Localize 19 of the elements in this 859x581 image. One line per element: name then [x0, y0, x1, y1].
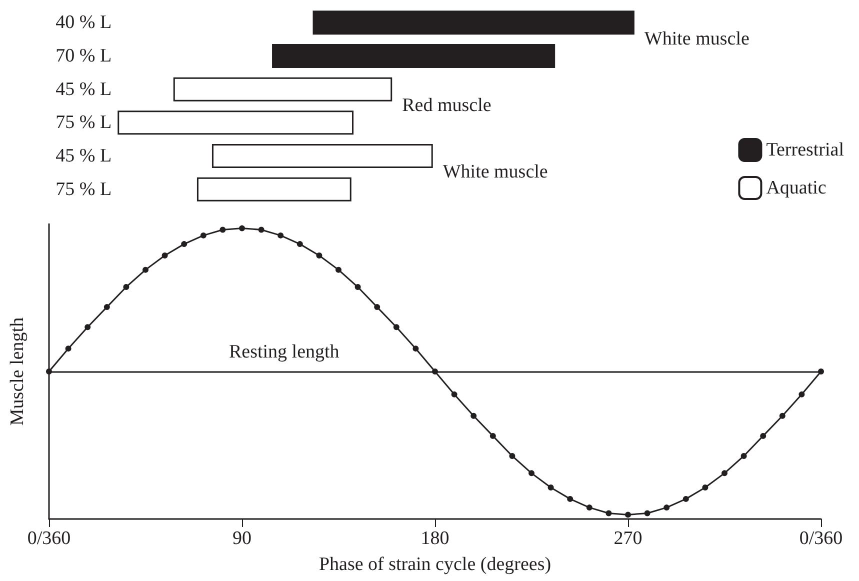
- legend-label: Terrestrial: [766, 140, 844, 160]
- x-tick-label: 270: [614, 528, 642, 549]
- x-tick-label: 180: [420, 528, 450, 549]
- legend-label: Aquatic: [766, 178, 826, 198]
- y-tick-label: 40 % L: [56, 12, 112, 34]
- y-tick-label: 75 % L: [56, 178, 112, 200]
- y-tick-label: 70 % L: [56, 46, 112, 66]
- x-tick-label: 0/360: [799, 528, 843, 549]
- y-tick-label: 45 % L: [56, 146, 112, 166]
- x-tick-label: 0/360: [27, 528, 71, 549]
- y-tick-label: 45 % L: [56, 78, 112, 100]
- y-tick-label: 75 % L: [56, 112, 112, 134]
- annotation: White muscle: [644, 28, 750, 50]
- annotation: White muscle: [442, 162, 548, 183]
- x-axis-title: Phase of strain cycle (degrees): [318, 554, 552, 575]
- y-axis-title: Muscle length: [7, 316, 28, 426]
- x-tick-label: 90: [232, 528, 252, 549]
- ref-line-label: Resting length: [229, 342, 340, 362]
- annotation: Red muscle: [402, 95, 492, 116]
